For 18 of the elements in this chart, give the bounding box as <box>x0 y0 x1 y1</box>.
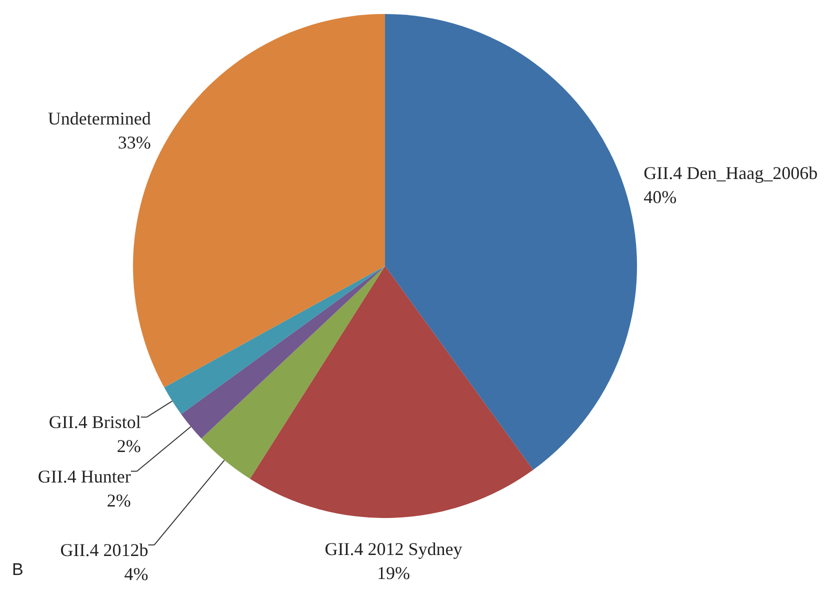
slice-label: GII.4 2012 Sydney <box>324 538 462 559</box>
data-label: 4% <box>124 564 148 584</box>
data-label: 40% <box>644 186 677 207</box>
slice-label: GII.4 Hunter <box>38 466 131 486</box>
pie-slice <box>250 266 534 518</box>
text: B <box>12 560 24 579</box>
data-label: 19% <box>377 562 410 583</box>
pie-slice <box>201 266 385 479</box>
data-label: 2% <box>116 436 141 456</box>
data-label: 33% <box>118 132 151 153</box>
slice-label: GII.4 Bristol <box>48 412 141 432</box>
slice-label: GII.4 Den_Haag_2006b <box>644 162 818 183</box>
pie-slice <box>181 266 385 439</box>
pie-slice <box>385 14 636 470</box>
pie-slice <box>164 266 385 414</box>
slice-label: Undetermined <box>48 108 151 129</box>
data-label: 2% <box>106 490 131 510</box>
slice-label: GII.4 2012b <box>60 540 148 560</box>
